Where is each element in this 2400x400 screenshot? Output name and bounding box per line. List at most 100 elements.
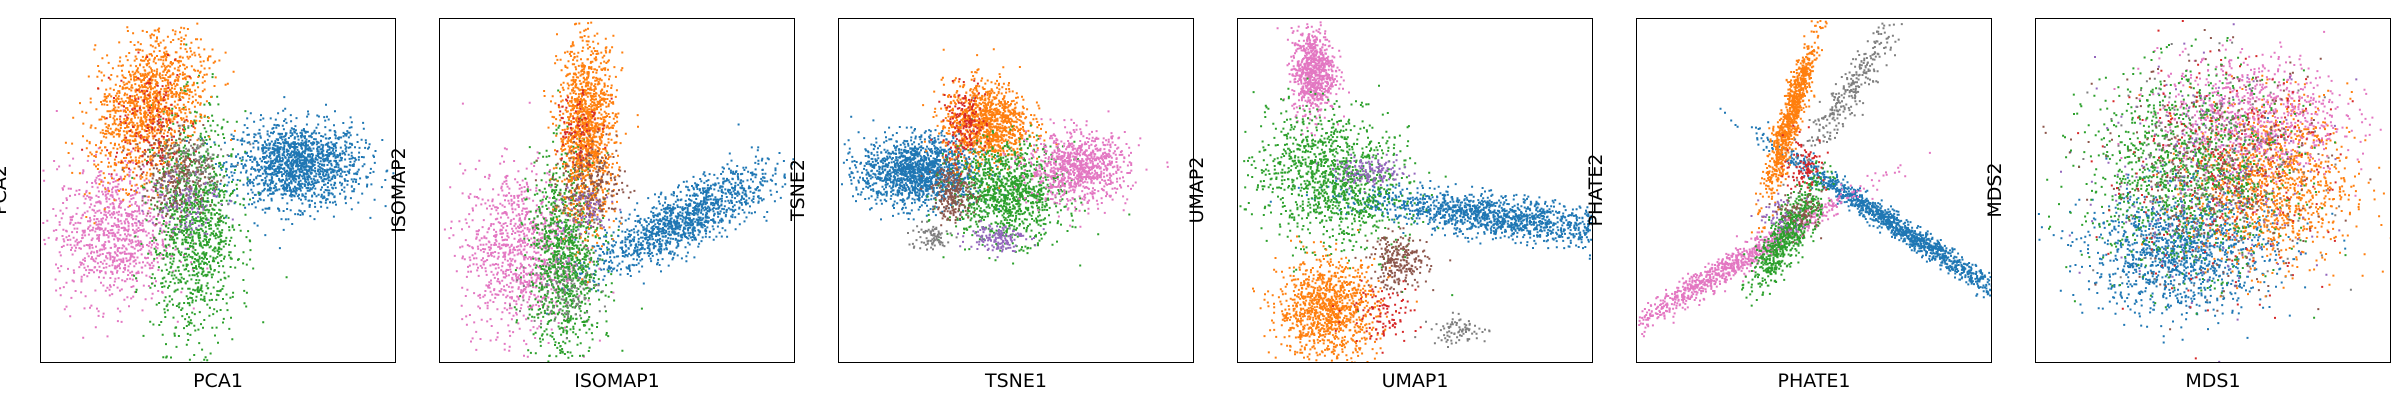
scatter-points bbox=[2060, 23, 2358, 362]
y-axis-label: TSNE2 bbox=[787, 159, 809, 221]
cluster-pink bbox=[1002, 110, 1169, 228]
scatter-points bbox=[957, 220, 1045, 259]
scatter-points bbox=[1252, 229, 1418, 362]
panel-umap: UMAP1 UMAP2 bbox=[1186, 18, 1593, 392]
cluster-brown bbox=[920, 155, 982, 227]
cluster-blue bbox=[176, 96, 395, 250]
cluster-orange bbox=[1750, 20, 1828, 234]
plot-area bbox=[2035, 18, 2391, 363]
cluster-red bbox=[556, 89, 613, 167]
scatter-points bbox=[64, 22, 236, 225]
cluster-pink bbox=[42, 109, 209, 339]
scatter-points bbox=[546, 123, 794, 315]
scatter-points bbox=[131, 43, 288, 362]
scatter-points bbox=[135, 157, 234, 250]
cluster-pink bbox=[2113, 30, 2382, 215]
y-axis-label: MDS2 bbox=[1984, 162, 2006, 218]
cluster-gray bbox=[907, 220, 958, 251]
cluster-purple bbox=[2060, 23, 2358, 362]
x-axis-label: PHATE1 bbox=[1777, 370, 1851, 392]
scatter-canvas bbox=[42, 22, 395, 362]
scatter-points bbox=[1719, 107, 1991, 299]
cluster-gray bbox=[1414, 311, 1491, 348]
x-axis-label: PCA1 bbox=[193, 370, 243, 392]
scatter-points bbox=[556, 89, 613, 167]
cluster-purple bbox=[957, 220, 1045, 259]
cluster-red bbox=[2077, 20, 2354, 360]
scatter-points bbox=[1269, 161, 1592, 260]
plot-area bbox=[1237, 18, 1593, 363]
panel-pca: PCA1 PCA2 bbox=[0, 18, 396, 392]
plot-area bbox=[1636, 18, 1992, 363]
scatter-canvas bbox=[841, 48, 1169, 267]
y-axis-label: UMAP2 bbox=[1186, 156, 1208, 224]
cluster-blue bbox=[1269, 161, 1592, 260]
scatter-points bbox=[2046, 37, 2347, 319]
panel-isomap: ISOMAP1 ISOMAP2 bbox=[388, 18, 795, 392]
cluster-blue bbox=[1719, 107, 1991, 299]
scatter-points bbox=[907, 220, 958, 251]
cluster-green bbox=[926, 118, 1131, 267]
cluster-green bbox=[1239, 77, 1454, 313]
y-axis-label: ISOMAP2 bbox=[388, 147, 410, 233]
cluster-blue bbox=[546, 123, 794, 315]
panel-phate: PHATE1 PHATE2 bbox=[1585, 18, 1992, 392]
scatter-points bbox=[926, 118, 1131, 267]
scatter-points bbox=[920, 155, 982, 227]
cluster-blue bbox=[2037, 117, 2347, 344]
scatter-points bbox=[554, 177, 622, 236]
x-axis-label: MDS1 bbox=[2185, 370, 2241, 392]
x-axis-label: ISOMAP1 bbox=[574, 370, 660, 392]
scatter-points bbox=[1002, 110, 1169, 228]
cluster-green bbox=[1741, 160, 1837, 307]
scatter-points bbox=[2037, 117, 2347, 344]
scatter-points bbox=[1276, 21, 1350, 137]
scatter-points bbox=[841, 96, 1006, 221]
y-axis-label: PHATE2 bbox=[1585, 153, 1607, 227]
cluster-purple bbox=[1750, 192, 1808, 242]
scatter-points bbox=[1741, 160, 1837, 307]
scatter-points bbox=[543, 21, 639, 284]
scatter-points bbox=[1354, 227, 1452, 294]
scatter-points bbox=[2113, 30, 2382, 215]
cluster-orange bbox=[64, 22, 236, 225]
panel-mds: MDS1 MDS2 bbox=[1984, 18, 2391, 392]
scatter-points bbox=[2077, 20, 2354, 360]
cluster-green bbox=[2046, 37, 2347, 319]
cluster-red bbox=[1332, 279, 1422, 354]
scatter-points bbox=[1315, 153, 1416, 194]
plot-area bbox=[40, 18, 396, 363]
x-axis-label: TSNE1 bbox=[985, 370, 1047, 392]
cluster-brown bbox=[121, 120, 223, 238]
y-axis-label: PCA2 bbox=[0, 165, 11, 215]
scatter-points bbox=[42, 109, 209, 339]
scatter-canvas bbox=[1239, 21, 1592, 362]
cluster-orange bbox=[1252, 229, 1418, 362]
scatter-points bbox=[176, 96, 395, 250]
plot-area bbox=[439, 18, 795, 363]
cluster-purple bbox=[135, 157, 234, 250]
scatter-canvas bbox=[2037, 20, 2390, 362]
panel-tsne: TSNE1 TSNE2 bbox=[787, 18, 1194, 392]
x-axis-label: UMAP1 bbox=[1381, 370, 1449, 392]
cluster-green bbox=[131, 43, 288, 362]
scatter-points bbox=[121, 120, 223, 238]
scatter-points bbox=[1750, 20, 1828, 234]
plot-area bbox=[838, 18, 1194, 363]
cluster-pink bbox=[1276, 21, 1350, 137]
cluster-purple bbox=[554, 177, 622, 236]
cluster-pink bbox=[443, 101, 615, 358]
scatter-points bbox=[1332, 279, 1422, 354]
scatter-canvas bbox=[443, 21, 794, 362]
scatter-points bbox=[922, 48, 1058, 190]
cluster-orange bbox=[922, 48, 1058, 190]
cluster-brown bbox=[1354, 227, 1452, 294]
scatter-points bbox=[1750, 192, 1808, 242]
scatter-points bbox=[1239, 77, 1454, 313]
scatter-points bbox=[443, 101, 615, 358]
cluster-blue bbox=[841, 96, 1006, 221]
cluster-orange bbox=[543, 21, 639, 284]
scatter-canvas bbox=[1638, 20, 1991, 338]
cluster-purple bbox=[1315, 153, 1416, 194]
